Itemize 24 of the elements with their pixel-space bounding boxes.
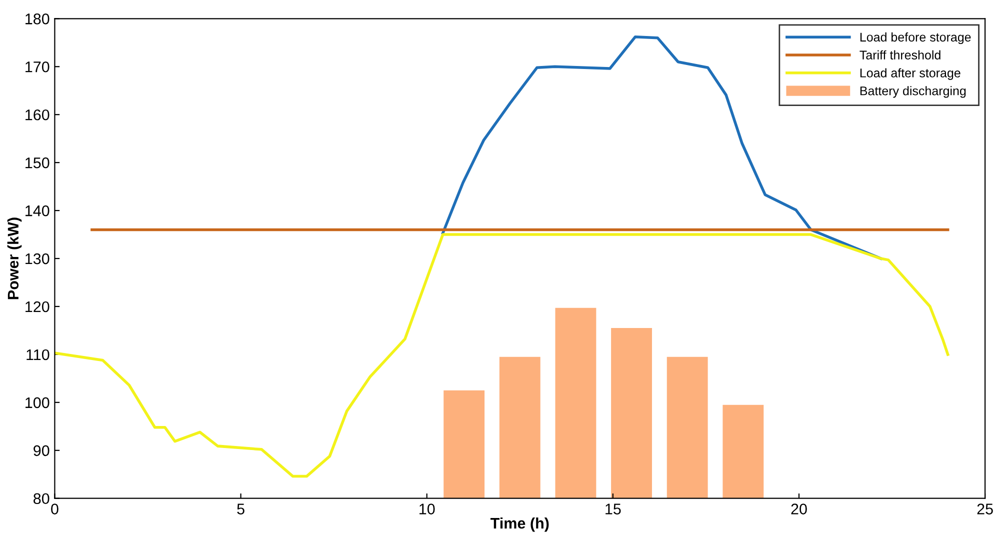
y-tick-label: 170 <box>26 61 50 72</box>
x-tick-label: 10 <box>420 504 435 514</box>
legend-label: Battery discharging <box>860 86 966 98</box>
y-tick-label: 110 <box>26 349 50 360</box>
x-tick-label: 25 <box>977 504 993 514</box>
x-axis-title: Time (h) <box>490 517 549 532</box>
x-tick-label: 20 <box>791 504 807 514</box>
y-tick-label: 160 <box>26 109 50 120</box>
line-series <box>54 233 950 478</box>
y-axis-title: Power (kW) <box>7 218 22 300</box>
y-tick-label: 120 <box>26 301 50 312</box>
y-tick-label: 80 <box>34 493 50 504</box>
y-tick-label: 140 <box>26 205 50 216</box>
x-tick-label: 15 <box>606 504 621 514</box>
y-tick-label: 130 <box>26 253 50 264</box>
legend-label: Load before storage <box>860 32 971 44</box>
legend-label: Tariff threshold <box>860 50 940 60</box>
y-tick-label: 180 <box>26 14 50 24</box>
y-tick-label: 90 <box>34 445 50 456</box>
y-tick-label: 150 <box>26 157 50 168</box>
x-tick-label: 0 <box>51 504 58 514</box>
x-tick-label: 5 <box>237 504 244 514</box>
y-tick-label: 100 <box>26 397 50 408</box>
legend-label: Load after storage <box>860 68 960 80</box>
